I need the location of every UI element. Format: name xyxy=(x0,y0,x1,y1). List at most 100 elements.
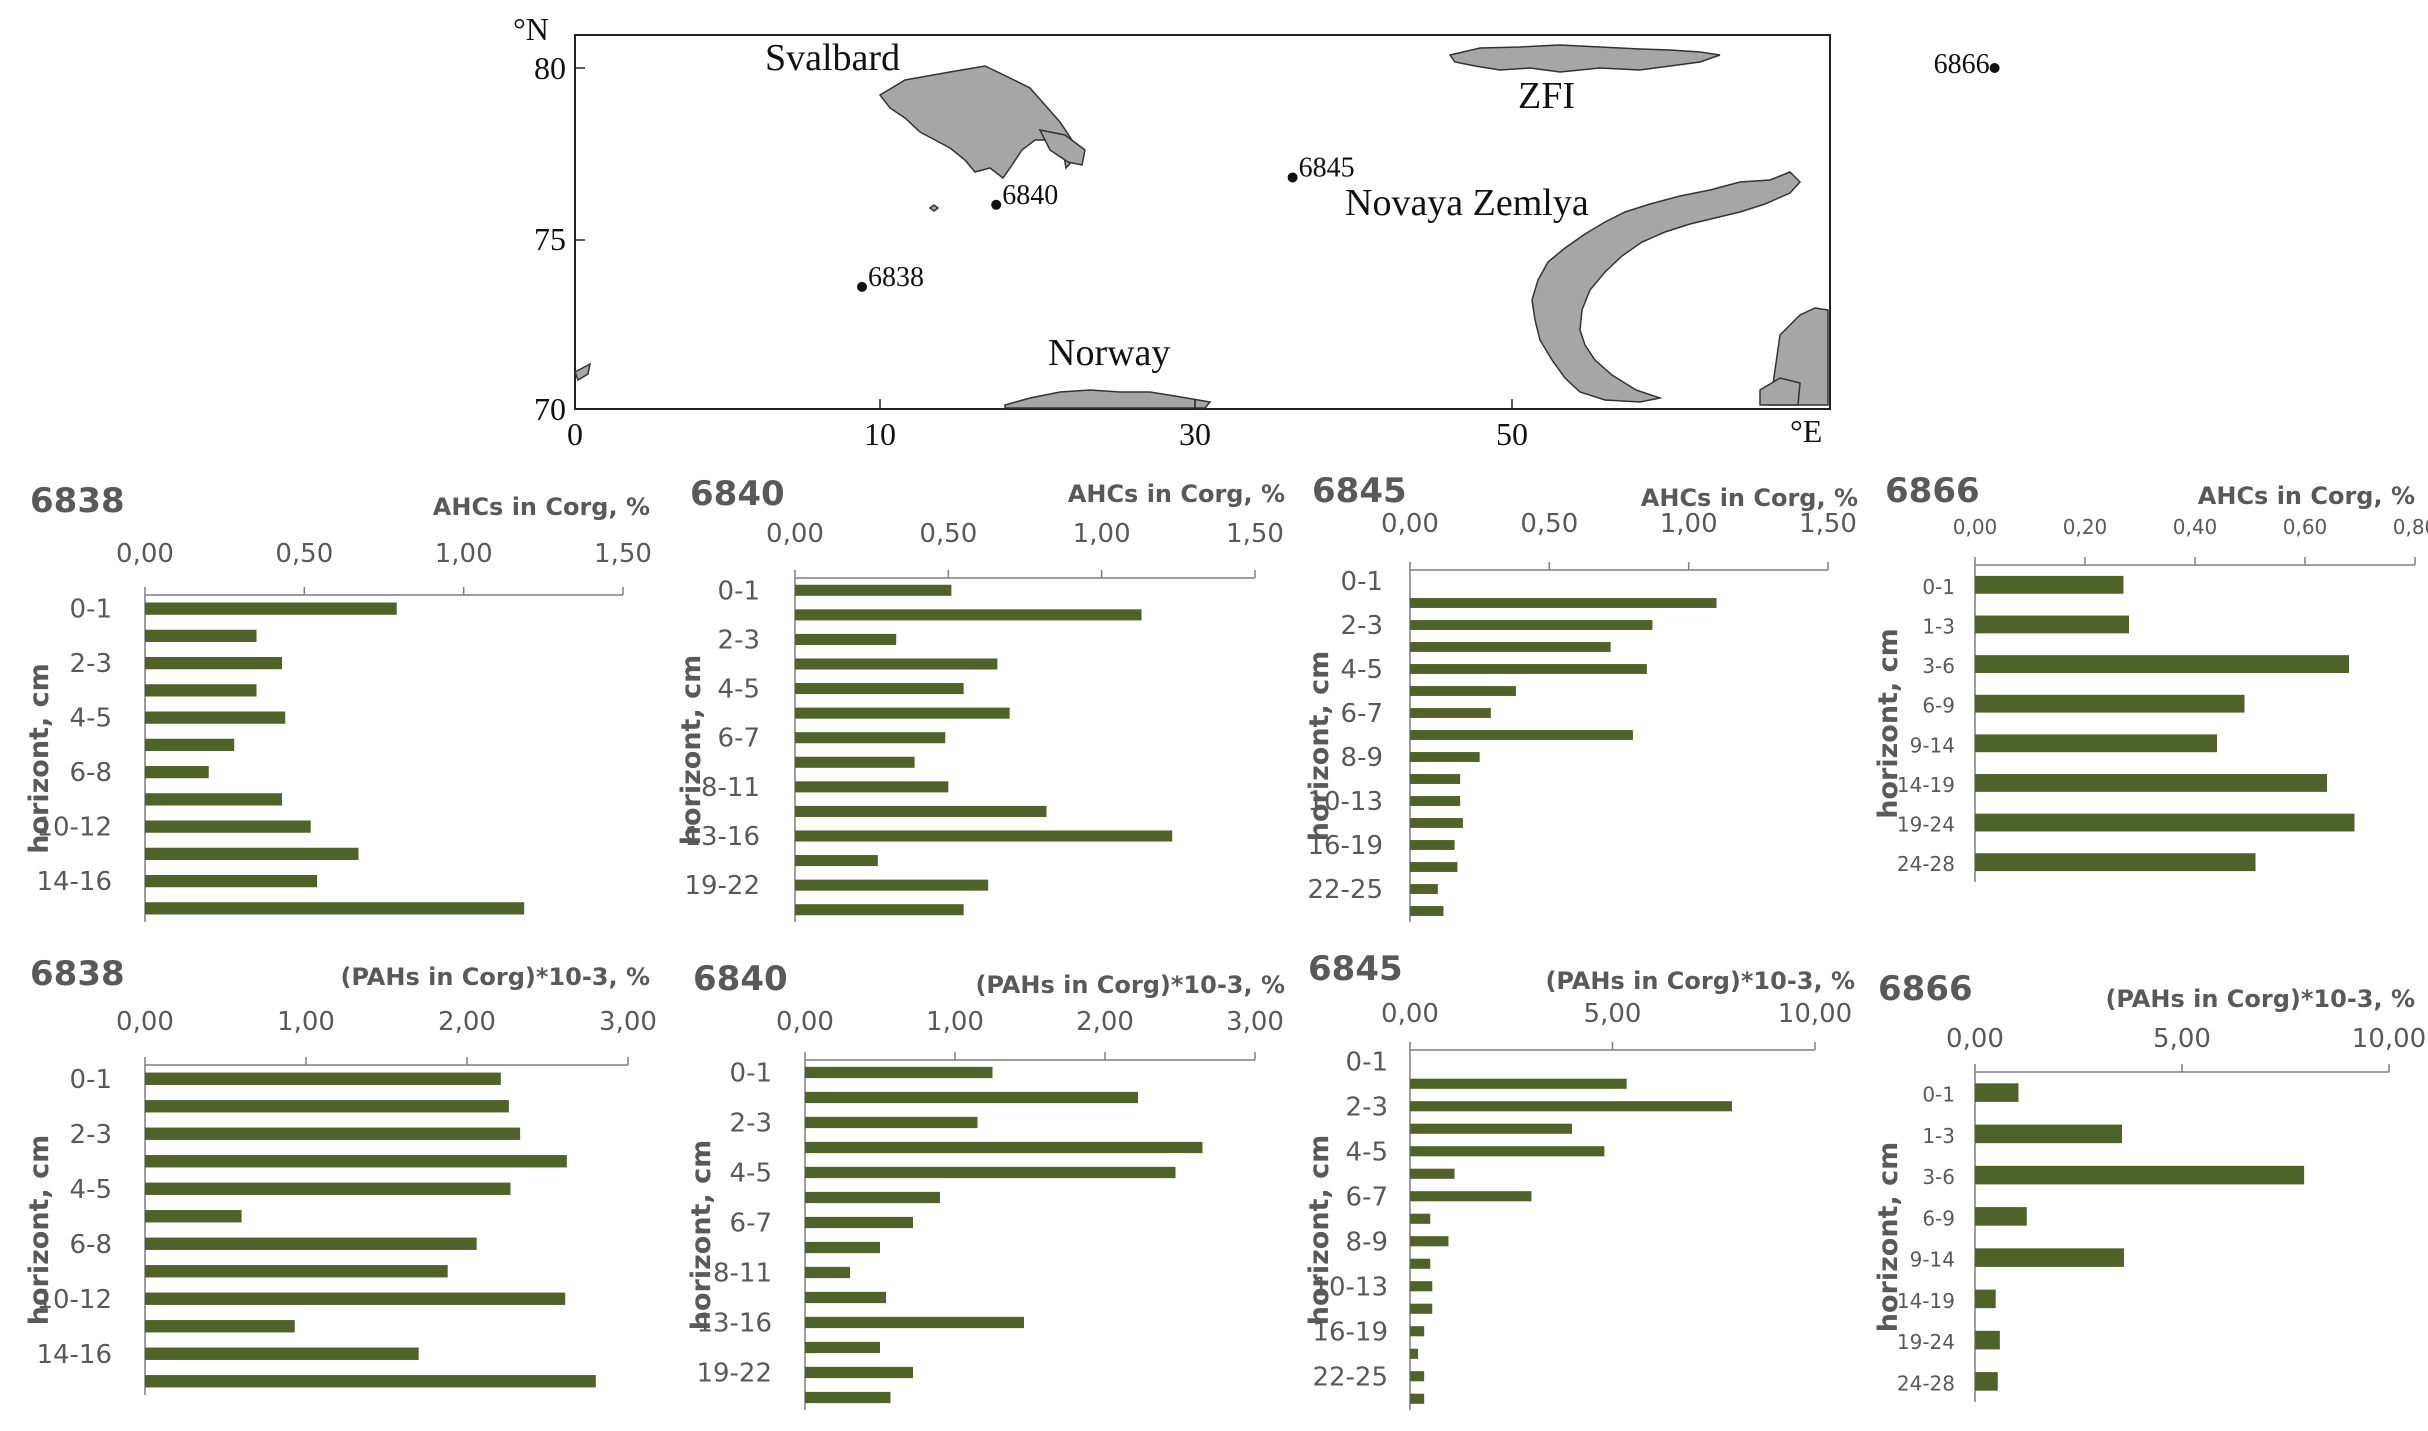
svalbard-land xyxy=(878,65,1076,180)
chart-6840-pahs: 6840 (PAHs in Corg)*10-3, % 0,00 1,00 2,00 3,… xyxy=(686,959,1285,1410)
bar-16-19 xyxy=(795,855,878,867)
y-tick-label: 2-3 xyxy=(70,1120,112,1150)
bar-1-3 xyxy=(1975,1124,2122,1144)
x-tick-label: 1,00 xyxy=(435,539,493,569)
bar-1-2 xyxy=(1410,598,1717,608)
bar-11-13 xyxy=(805,1291,886,1304)
bar-19-22 xyxy=(1410,862,1458,872)
y-tick-label: 13-16 xyxy=(696,1309,772,1339)
chart-title: AHCs in Corg, % xyxy=(1068,480,1285,508)
x-tick-label: 0,00 xyxy=(766,519,824,549)
bar-6-7 xyxy=(1410,708,1491,718)
bar-8-9 xyxy=(1410,1236,1449,1247)
bar-19-22 xyxy=(1410,1348,1419,1359)
chart-title: AHCs in Corg, % xyxy=(433,493,650,521)
bar-6-8 xyxy=(145,1237,477,1250)
y-tick-label: 22-25 xyxy=(1307,875,1383,905)
chart-station-label: 6866 xyxy=(1885,471,1980,511)
lat-unit-label: °N xyxy=(513,11,549,47)
chart-title: AHCs in Corg, % xyxy=(1641,484,1858,512)
x-tick-label: 0,00 xyxy=(116,539,174,569)
y-tick-label: 9-14 xyxy=(1910,1248,1955,1272)
bar-4-5 xyxy=(805,1166,1176,1179)
y-tick-label: 4-5 xyxy=(70,704,112,734)
lon-unit-label: °E xyxy=(1790,413,1822,449)
bar-25-28 xyxy=(1410,906,1444,916)
bar-2-3 xyxy=(145,1127,521,1140)
y-tick-label: 2-3 xyxy=(70,649,112,679)
region-label-novaya-zemlya: Novaya Zemlya xyxy=(1345,182,1589,224)
y-tick-label: 6-8 xyxy=(70,1230,112,1260)
bar-16-19 xyxy=(1410,1326,1425,1337)
y-tick-label: 0-1 xyxy=(718,576,760,606)
x-tick-label: 0,40 xyxy=(2173,515,2218,539)
y-tick-label: 9-14 xyxy=(1910,733,1955,757)
norway-land xyxy=(1004,389,1212,409)
bar-10-13 xyxy=(1410,1281,1433,1292)
x-tick-label: 10,00 xyxy=(1778,999,1852,1029)
bar-5-6 xyxy=(1410,686,1516,696)
y-tick-label: 6-9 xyxy=(1922,694,1955,718)
east-coast-land xyxy=(1759,377,1801,406)
bar-0-1 xyxy=(145,1072,501,1085)
bar-3-6 xyxy=(1975,1165,2305,1185)
map-panel: °N 80 75 70 0 10 30 50 °E Svalbard ZFI N… xyxy=(513,11,2000,452)
y-axis-label: horizont, cm xyxy=(686,1140,717,1331)
bar-10-12 xyxy=(145,820,311,833)
y-tick-label: 6-7 xyxy=(730,1209,772,1239)
y-axis-label: horizont, cm xyxy=(1304,651,1335,842)
y-tick-label: 13-16 xyxy=(684,822,760,852)
bar-5-6 xyxy=(805,1191,940,1204)
y-tick-label: 10-12 xyxy=(36,1285,112,1315)
bar-2-3 xyxy=(805,1116,978,1129)
y-tick-label: 10-12 xyxy=(36,813,112,843)
x-tick-label: 2,00 xyxy=(438,1007,496,1037)
x-tick-label: 1,50 xyxy=(594,539,652,569)
y-tick-label: 1-3 xyxy=(1922,614,1955,638)
chart-title: (PAHs in Corg)*10-3, % xyxy=(975,971,1285,999)
bar-8-11 xyxy=(795,781,949,793)
bar-19-24 xyxy=(1975,1330,2000,1350)
bar-19-22 xyxy=(795,879,989,891)
lon-tick-30: 30 xyxy=(1179,416,1211,452)
bar-13-16 xyxy=(1410,1303,1433,1314)
y-axis-label: horizont, cm xyxy=(1873,628,1904,819)
station-marker-6840 xyxy=(991,199,1002,210)
bar-9-14 xyxy=(1975,734,2217,753)
x-tick-label: 0,80 xyxy=(2393,515,2428,539)
x-tick-label: 0,00 xyxy=(1953,515,1998,539)
bar-1-3 xyxy=(1975,615,2129,634)
region-label-zfi: ZFI xyxy=(1518,75,1575,117)
bar-7-8 xyxy=(1410,1213,1431,1224)
bar-5-6 xyxy=(145,1210,242,1223)
y-tick-label: 0-1 xyxy=(1922,575,1955,599)
y-tick-label: 8-11 xyxy=(713,1259,772,1289)
chart-station-label: 6845 xyxy=(1312,471,1407,511)
region-label-svalbard: Svalbard xyxy=(765,37,900,79)
station-label-6845: 6845 xyxy=(1299,152,1355,183)
bar-13-16 xyxy=(795,830,1173,842)
y-tick-label: 0-1 xyxy=(1346,1047,1388,1077)
bar-6-7 xyxy=(795,732,946,744)
zfi-land xyxy=(1448,44,1721,73)
bar-10-12 xyxy=(145,1292,566,1305)
y-axis-label: horizont, cm xyxy=(1873,1142,1904,1333)
y-tick-label: 4-5 xyxy=(730,1159,772,1189)
chart-6845-pahs: 6845 (PAHs in Corg)*10-3, % 0,00 5,00 10,00 h… xyxy=(1304,949,1855,1410)
bar-3-4 xyxy=(145,684,257,697)
bar-14-16 xyxy=(145,874,318,888)
bar-14-19 xyxy=(1975,1289,1996,1309)
bar-1-2 xyxy=(1410,1078,1627,1089)
y-tick-label: 19-24 xyxy=(1897,1330,1955,1354)
y-tick-label: 6-8 xyxy=(70,758,112,788)
station-label-6838: 6838 xyxy=(868,262,924,293)
y-tick-label: 4-5 xyxy=(1341,655,1383,685)
y-tick-label: 19-22 xyxy=(684,871,760,901)
bar-7-8 xyxy=(1410,730,1633,740)
chart-title: AHCs in Corg, % xyxy=(2198,482,2415,510)
x-tick-label: 0,00 xyxy=(1381,509,1439,539)
x-tick-label: 1,00 xyxy=(277,1007,335,1037)
x-tick-label: 0,50 xyxy=(275,539,333,569)
svalbard-east-land xyxy=(1038,128,1086,166)
